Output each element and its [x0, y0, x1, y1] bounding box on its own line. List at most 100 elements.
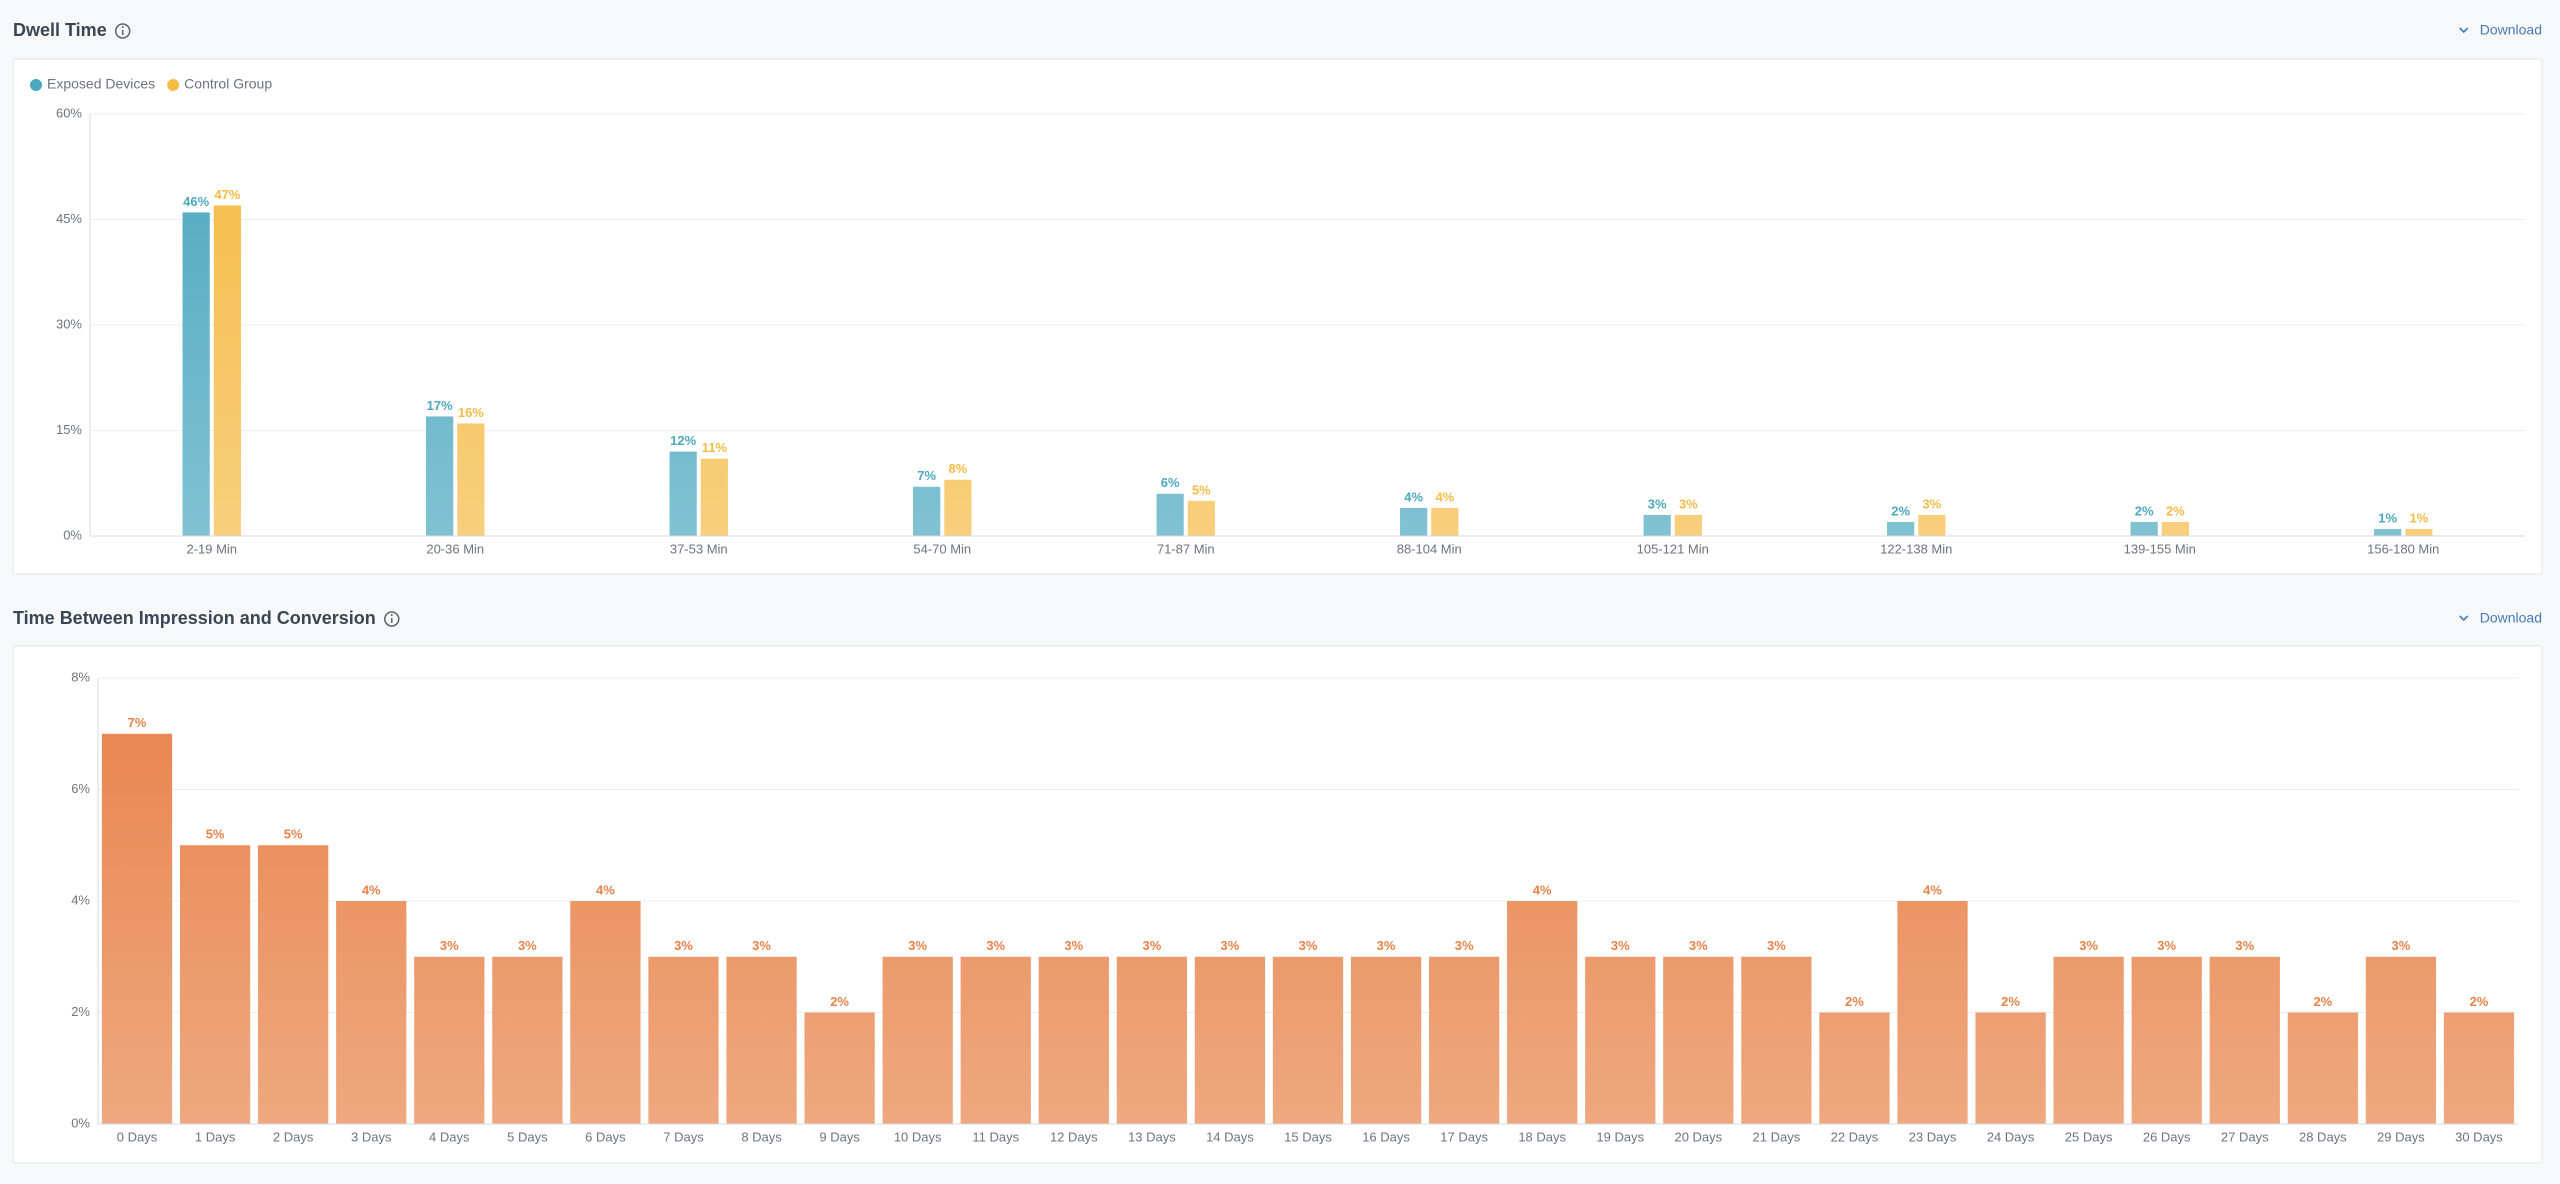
x-tick-label: 24 Days [1987, 1129, 2035, 1144]
bar [1187, 500, 1215, 536]
value-label: 5% [1192, 482, 1211, 497]
x-tick-label: 5 Days [507, 1129, 548, 1144]
bar [1431, 507, 1459, 536]
bar [1643, 514, 1671, 536]
info-icon[interactable] [384, 611, 400, 627]
y-tick-label: 60% [56, 105, 82, 120]
value-label: 5% [284, 827, 303, 842]
x-tick-label: 105-121 Min [1637, 541, 1709, 556]
bar [1507, 901, 1578, 1124]
bar [700, 458, 728, 536]
x-tick-label: 20 Days [1674, 1129, 1722, 1144]
x-tick-label: 20-36 Min [426, 541, 484, 556]
value-label: 4% [1404, 489, 1423, 504]
value-label: 16% [458, 405, 484, 420]
value-label: 3% [440, 938, 459, 953]
value-label: 3% [2392, 938, 2411, 953]
download-button[interactable]: Download [2480, 610, 2542, 626]
x-tick-label: 11 Days [972, 1129, 1019, 1144]
bar [1585, 956, 1656, 1124]
bar [492, 956, 563, 1124]
x-tick-label: 4 Days [429, 1129, 470, 1144]
download-button[interactable]: Download [2480, 22, 2542, 38]
bar [944, 479, 972, 536]
bar [1918, 514, 1946, 536]
value-label: 4% [1435, 489, 1454, 504]
value-label: 3% [1679, 496, 1698, 511]
x-tick-label: 9 Days [819, 1129, 860, 1144]
info-icon-dot [121, 26, 124, 28]
bar [1897, 901, 1968, 1124]
bar [1674, 514, 1702, 536]
bar [2130, 521, 2158, 536]
y-tick-label: 4% [71, 892, 90, 907]
bar [1429, 956, 1500, 1124]
bar [182, 212, 210, 536]
bar [457, 423, 485, 536]
value-label: 2% [2313, 994, 2332, 1009]
bar [2131, 956, 2202, 1124]
bar [669, 451, 697, 536]
bar [648, 956, 719, 1124]
x-tick-label: 23 Days [1909, 1129, 1957, 1144]
value-label: 2% [2166, 503, 2185, 518]
x-tick-label: 88-104 Min [1397, 541, 1462, 556]
bar [570, 901, 641, 1124]
x-tick-label: 22 Days [1831, 1129, 1879, 1144]
value-label: 5% [206, 827, 225, 842]
value-label: 7% [917, 468, 936, 483]
bar [1194, 956, 1266, 1124]
value-label: 3% [1767, 938, 1786, 953]
x-tick-label: 0 Days [117, 1129, 158, 1144]
value-label: 2% [830, 994, 849, 1009]
info-icon-dot [390, 614, 393, 616]
chart-panel [12, 58, 2543, 575]
bar [1272, 956, 1344, 1124]
x-tick-label: 27 Days [2221, 1129, 2269, 1144]
bar [2053, 956, 2124, 1124]
x-tick-label: 10 Days [894, 1129, 942, 1144]
bar [1663, 956, 1734, 1124]
value-label: 3% [2157, 938, 2176, 953]
bar [2374, 528, 2402, 536]
x-tick-label: 2 Days [273, 1129, 314, 1144]
value-label: 2% [2001, 994, 2020, 1009]
y-tick-label: 30% [56, 316, 82, 331]
value-label: 3% [1377, 938, 1396, 953]
legend-swatch [167, 79, 180, 91]
value-label: 12% [670, 433, 696, 448]
y-tick-label: 8% [71, 669, 90, 684]
value-label: 3% [1922, 496, 1941, 511]
bar [1400, 507, 1428, 536]
y-tick-label: 0% [71, 1115, 90, 1130]
bar [726, 956, 797, 1124]
bar [213, 205, 241, 536]
bar [414, 956, 485, 1124]
value-label: 3% [1221, 938, 1240, 953]
value-label: 4% [1533, 882, 1552, 897]
bar [1350, 956, 1422, 1124]
value-label: 3% [1064, 938, 1083, 953]
y-tick-label: 45% [56, 211, 82, 226]
info-icon[interactable] [114, 23, 131, 39]
x-tick-label: 54-70 Min [913, 541, 971, 556]
bar [2365, 956, 2437, 1124]
x-tick-label: 156-180 Min [2367, 541, 2439, 556]
x-tick-label: 28 Days [2299, 1129, 2347, 1144]
x-tick-label: 139-155 Min [2124, 541, 2196, 556]
bar [1038, 956, 1109, 1124]
x-tick-label: 19 Days [1596, 1129, 1644, 1144]
section-title: Dwell Time [13, 20, 107, 40]
bar [1819, 1012, 1890, 1124]
value-label: 3% [1689, 938, 1708, 953]
x-tick-label: 18 Days [1518, 1129, 1566, 1144]
x-tick-label: 2-19 Min [186, 541, 237, 556]
bar [1975, 1012, 2046, 1124]
value-label: 2% [2135, 503, 2154, 518]
x-tick-label: 8 Days [741, 1129, 782, 1144]
value-label: 3% [1299, 938, 1318, 953]
value-label: 3% [986, 938, 1005, 953]
bar [913, 486, 941, 536]
bar [1741, 956, 1812, 1124]
